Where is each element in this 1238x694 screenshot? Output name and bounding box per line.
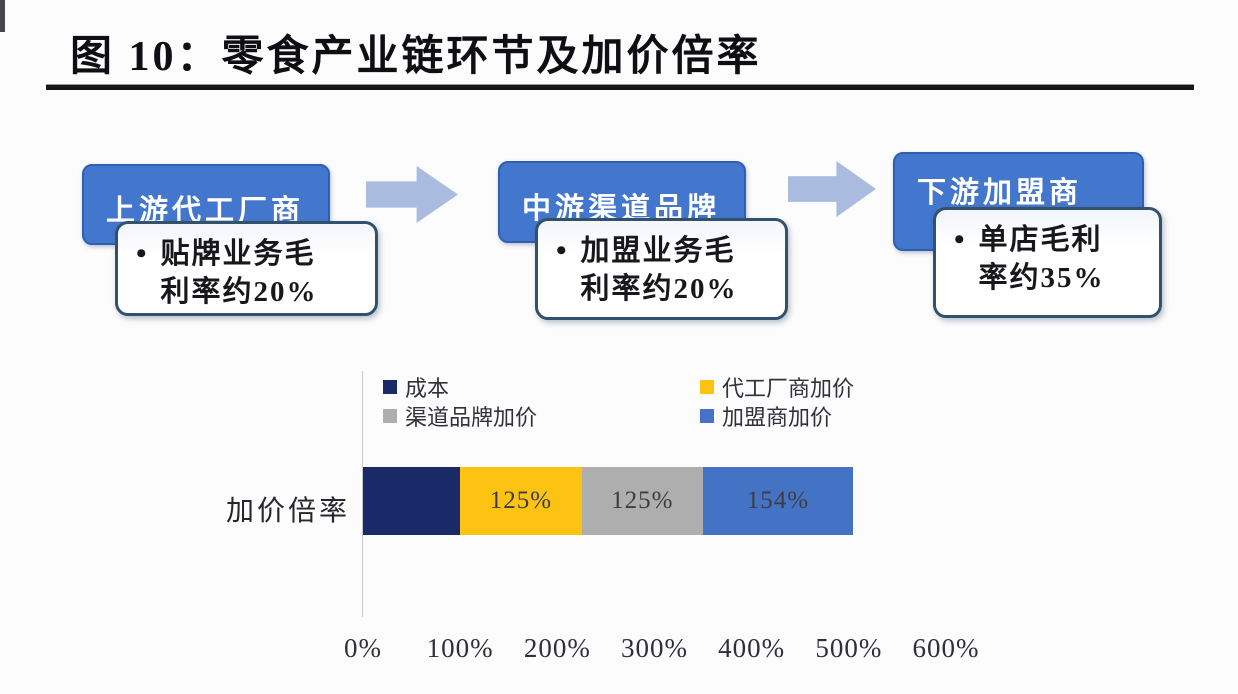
bar-segment-2: 125% (581, 467, 704, 535)
legend-swatch-icon (700, 409, 714, 423)
note-line: 率约35% (978, 262, 1105, 294)
bar-segment-3: 154% (703, 467, 853, 535)
legend-item-3: 加盟商加价 (700, 403, 854, 430)
legend-swatch-icon (383, 409, 397, 423)
note-line: 利率约20% (160, 276, 318, 308)
note-line: 单店毛利 (978, 224, 1103, 256)
right-arrow-icon (366, 166, 458, 223)
legend-label: 代工厂商加价 (722, 376, 855, 401)
title-underline (46, 84, 1194, 90)
legend-item-1: 代工厂商加价 (700, 374, 855, 401)
note-text: 单店毛利 率约35% (979, 221, 1105, 297)
legend-item-2: 渠道品牌加价 (383, 403, 700, 430)
bullet-icon: • (556, 234, 567, 267)
y-axis-line (362, 371, 363, 617)
note-line: 利率约20% (580, 273, 738, 305)
note-line: 加盟业务毛 (580, 235, 736, 267)
x-tick-label: 100% (426, 633, 494, 663)
bar-segment-1: 125% (460, 467, 582, 535)
figure-title: 图 10：零食产业链环节及加价倍率 (70, 34, 762, 80)
scan-artifact (0, 0, 5, 32)
legend-swatch-icon (383, 380, 397, 394)
note-upstream-margin: • 贴牌业务毛 利率约20% (115, 221, 378, 316)
bar-segment-0 (363, 467, 461, 535)
x-tick-label: 400% (718, 633, 786, 663)
x-tick-label: 200% (523, 633, 591, 663)
x-tick-label: 500% (815, 633, 883, 663)
legend-item-0: 成本 (383, 374, 700, 401)
flow-stage-label: 下游加盟商 (917, 177, 1083, 209)
note-line: 贴牌业务毛 (160, 238, 316, 270)
bullet-icon: • (136, 237, 147, 270)
stacked-bar: 125% 125% 154% (363, 467, 946, 535)
x-tick-label: 300% (621, 633, 688, 663)
legend-label: 加盟商加价 (722, 405, 833, 430)
bullet-icon: • (954, 223, 965, 256)
legend-label: 渠道品牌加价 (405, 405, 538, 430)
x-tick-label: 0% (344, 633, 382, 663)
x-tick-label: 600% (912, 633, 980, 663)
chart-legend: 成本 代工厂商加价渠道品牌加价 加盟商加价 (383, 374, 855, 430)
category-label: 加价倍率 (225, 496, 350, 527)
legend-swatch-icon (700, 380, 714, 394)
legend-label: 成本 (405, 376, 450, 401)
right-arrow-icon (788, 161, 876, 217)
note-text: 贴牌业务毛 利率约20% (161, 235, 318, 311)
note-midstream-margin: • 加盟业务毛 利率约20% (535, 218, 788, 320)
note-downstream-margin: • 单店毛利 率约35% (933, 207, 1162, 318)
x-axis-ticks: 0% 100% 200% 300% 400% 500% 600% (344, 633, 979, 665)
note-text: 加盟业务毛 利率约20% (581, 232, 738, 308)
